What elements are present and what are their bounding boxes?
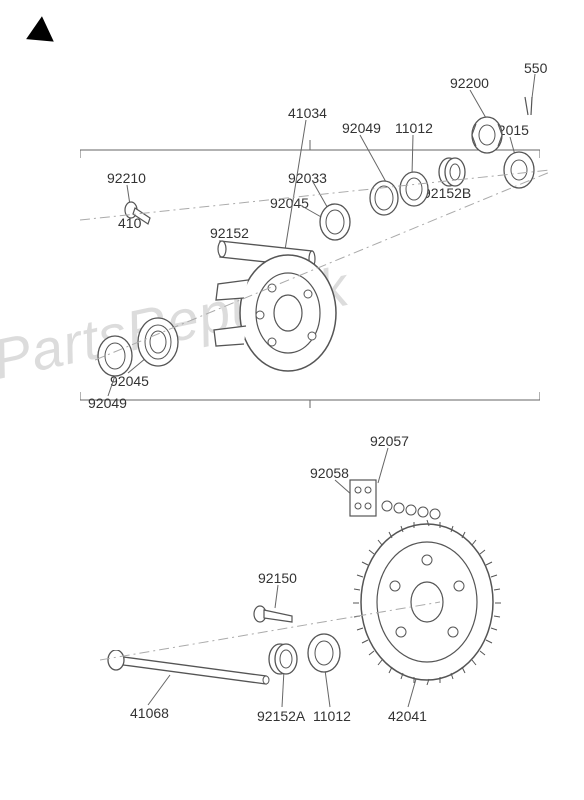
part-92200 [470, 115, 504, 155]
centerline-lower [100, 560, 520, 720]
part-cotter-pin [522, 95, 542, 119]
centerline-upper [80, 165, 550, 375]
